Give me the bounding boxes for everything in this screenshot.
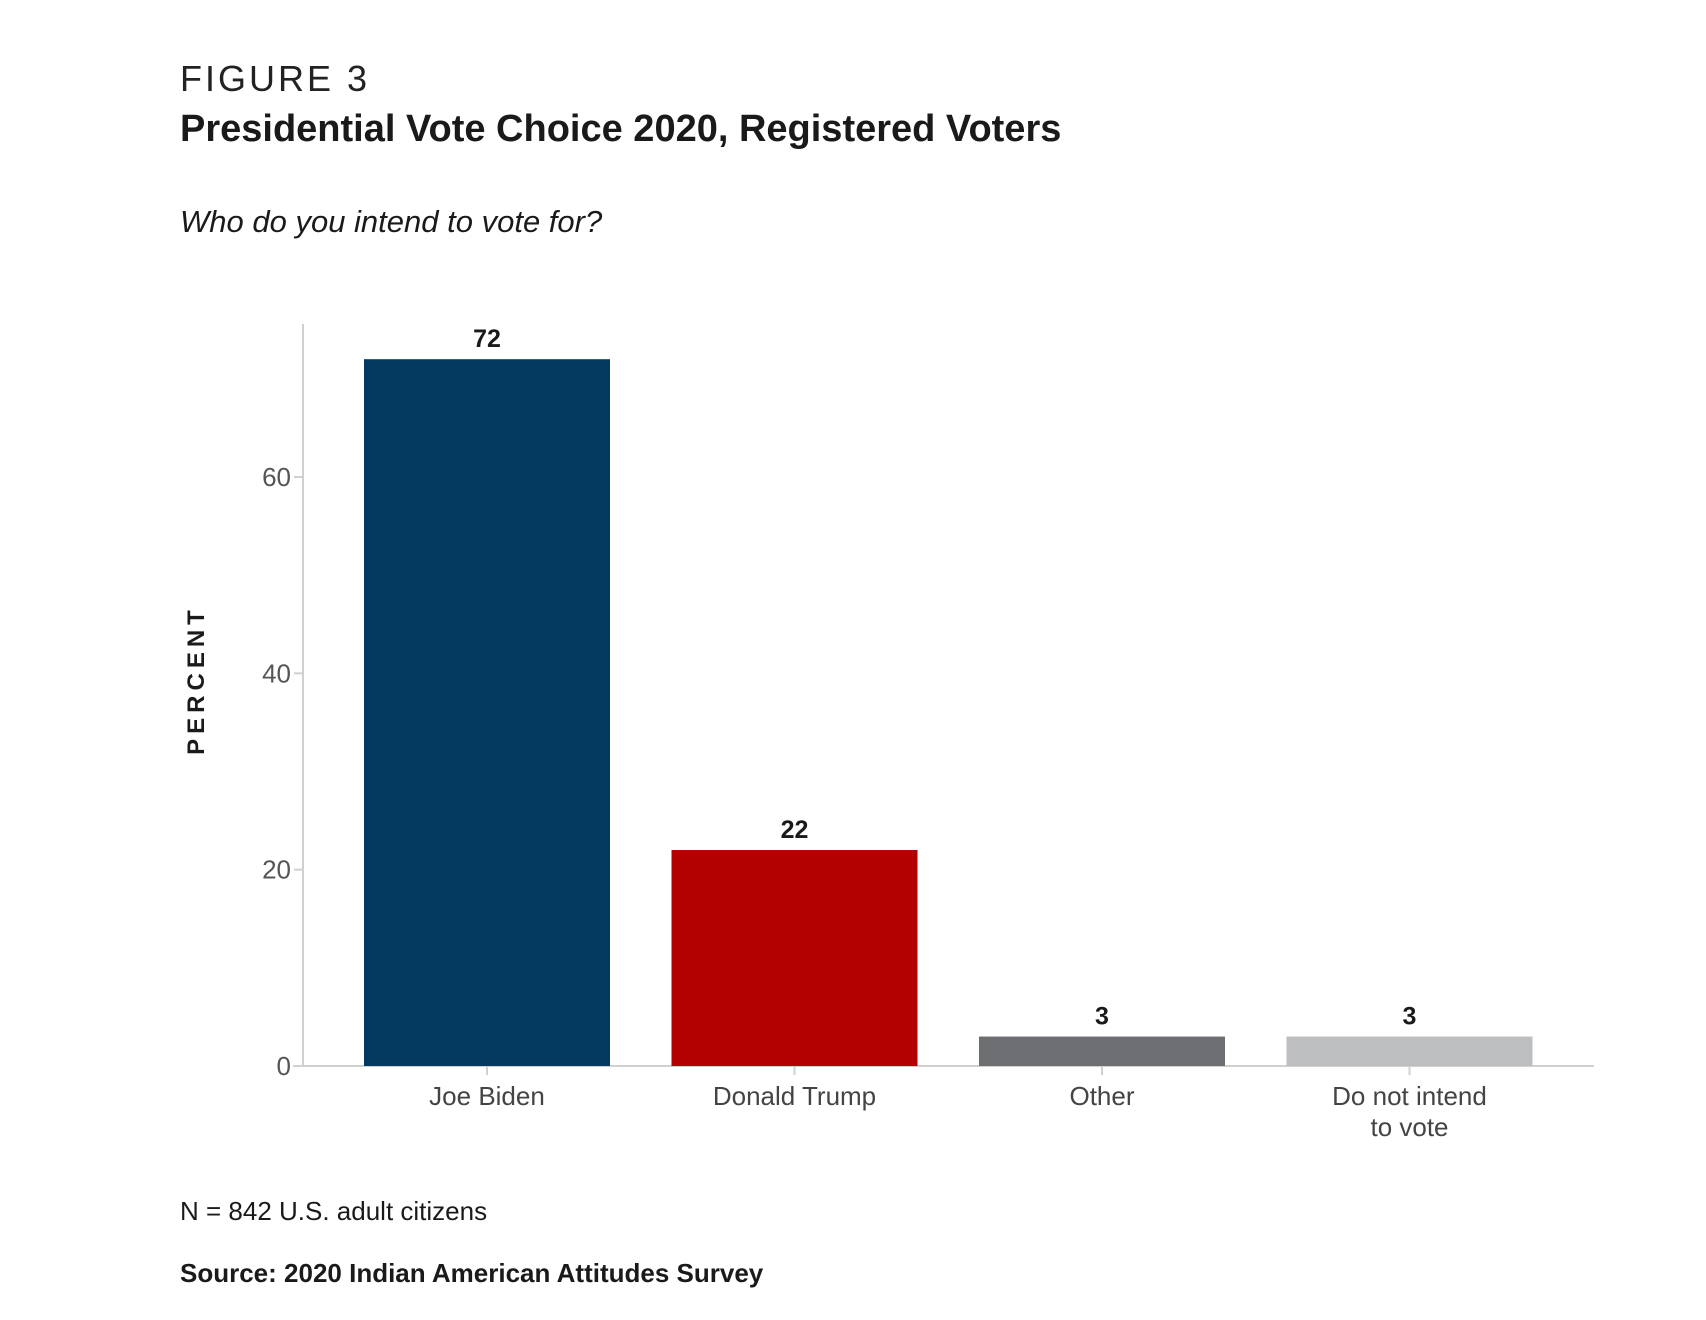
bar-0 bbox=[364, 359, 610, 1066]
bar-3 bbox=[1286, 1036, 1533, 1066]
bar-2 bbox=[979, 1036, 1225, 1066]
y-tick-label: 20 bbox=[262, 855, 291, 885]
x-tick-label: Donald Trump bbox=[713, 1081, 876, 1111]
x-tick-label: Other bbox=[1069, 1081, 1134, 1111]
chart-title: Presidential Vote Choice 2020, Registere… bbox=[180, 108, 1062, 150]
chart-subtitle: Who do you intend to vote for? bbox=[180, 204, 603, 239]
x-tick-label: Joe Biden bbox=[429, 1081, 545, 1111]
y-tick-label: 0 bbox=[277, 1051, 291, 1081]
data-label: 72 bbox=[473, 325, 501, 353]
y-tick-label: 40 bbox=[262, 658, 291, 688]
source-note: Source: 2020 Indian American Attitudes S… bbox=[180, 1258, 764, 1288]
y-tick-label: 60 bbox=[262, 462, 291, 492]
data-label: 3 bbox=[1403, 1003, 1417, 1031]
data-label: 3 bbox=[1095, 1003, 1109, 1031]
sample-note: N = 842 U.S. adult citizens bbox=[180, 1196, 488, 1226]
x-tick-label: to vote bbox=[1370, 1112, 1448, 1142]
data-label: 22 bbox=[781, 816, 809, 844]
x-tick-label: Do not intend bbox=[1332, 1081, 1487, 1111]
bar-1 bbox=[671, 850, 918, 1066]
figure-label: FIGURE 3 bbox=[180, 58, 371, 99]
